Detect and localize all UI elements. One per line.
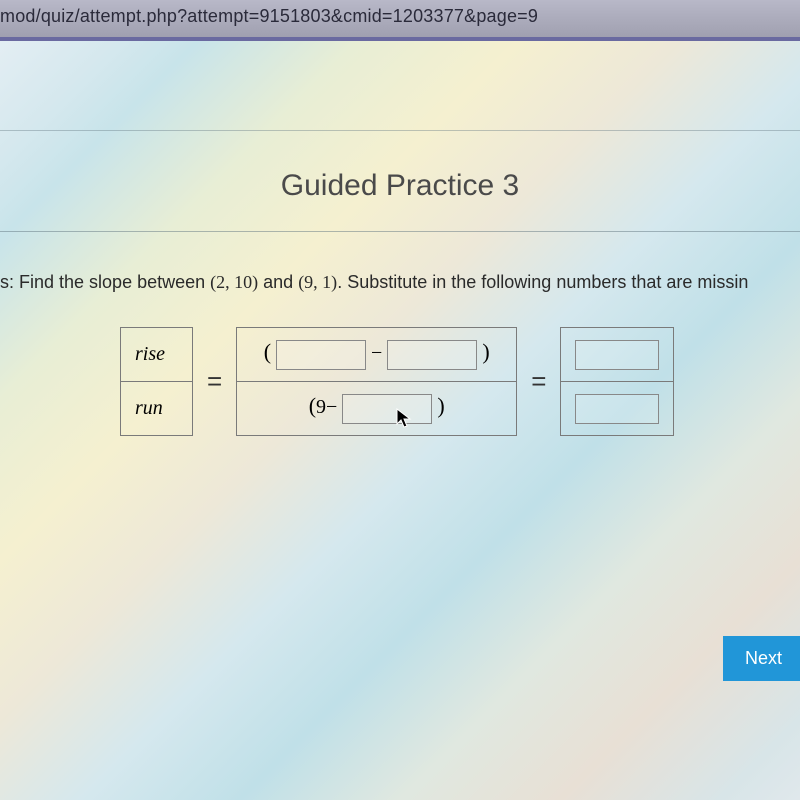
- rise-expression: ( − ): [237, 328, 517, 382]
- run-label: run: [121, 382, 193, 436]
- page-title: Guided Practice 3: [0, 169, 800, 203]
- run-expression: (9− ): [237, 382, 517, 436]
- result-input-bottom[interactable]: [575, 394, 659, 424]
- equals-sign-2: =: [525, 366, 552, 397]
- run-prefix: 9−: [316, 396, 337, 418]
- slope-fraction-left: rise run: [120, 327, 193, 436]
- rise-minus: −: [371, 342, 387, 364]
- title-area: Guided Practice 3: [0, 131, 800, 232]
- question-suffix: . Substitute in the following numbers th…: [337, 272, 748, 292]
- result-denominator: [561, 382, 674, 436]
- rise-input-2[interactable]: [387, 340, 477, 370]
- run-input-1[interactable]: [342, 394, 432, 424]
- rise-close-paren: ): [482, 339, 489, 364]
- question-point1: (2, 10): [210, 272, 258, 292]
- question-text: s: Find the slope between (2, 10) and (9…: [0, 272, 800, 293]
- rise-label: rise: [121, 328, 193, 382]
- url-bar: mod/quiz/attempt.php?attempt=9151803&cmi…: [0, 0, 800, 41]
- rise-open-paren: (: [264, 339, 271, 364]
- result-numerator: [561, 328, 674, 382]
- slope-fraction-right: [560, 327, 674, 436]
- question-point2: (9, 1): [298, 272, 337, 292]
- run-close-paren: ): [437, 393, 444, 418]
- question-prefix: s: Find the slope between: [0, 272, 210, 292]
- content-spacer: [0, 41, 800, 131]
- run-open-paren: (: [309, 393, 316, 418]
- slope-fraction-middle: ( − ) (9− ): [236, 327, 517, 436]
- next-button[interactable]: Next: [723, 636, 800, 681]
- question-mid: and: [258, 272, 298, 292]
- rise-input-1[interactable]: [276, 340, 366, 370]
- formula-area: rise run = ( − ) (9− ): [120, 327, 800, 436]
- result-input-top[interactable]: [575, 340, 659, 370]
- equals-sign-1: =: [201, 366, 228, 397]
